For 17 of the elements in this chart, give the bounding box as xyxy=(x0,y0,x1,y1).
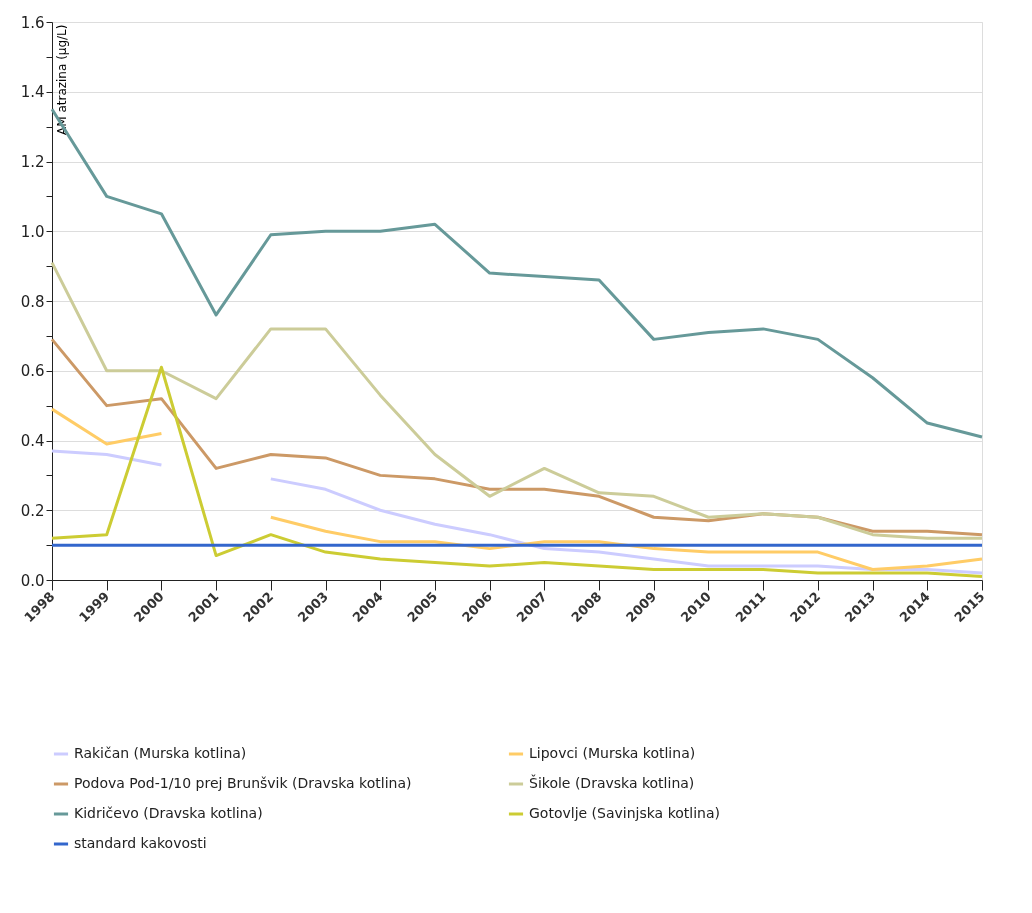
legend-label: Šikole (Dravska kotlina) xyxy=(529,774,695,791)
legend-label: Rakičan (Murska kotlina) xyxy=(74,745,247,761)
line-series xyxy=(50,261,984,540)
legend-label: Podova Pod-1/10 prej Brunšvik (Dravska kotlina) xyxy=(74,775,412,791)
y-tick-label: 1.6 xyxy=(20,13,45,32)
y-tick-label: 1.2 xyxy=(20,153,45,171)
y-tick-label: 1.4 xyxy=(20,83,45,102)
legend-label: standard kakovosti xyxy=(74,835,207,851)
y-tick-label: 0.4 xyxy=(20,432,45,450)
y-tick-label: 1.0 xyxy=(20,222,45,241)
legend-label: Gotovlje (Savinjska kotlina) xyxy=(529,805,721,821)
y-tick-label: 0.2 xyxy=(20,501,45,520)
y-tick-label: 0.8 xyxy=(20,292,45,311)
legend-label: Lipovci (Murska kotlina) xyxy=(529,745,696,761)
y-tick-label: 0.0 xyxy=(20,571,45,590)
y-tick-label: 0.6 xyxy=(20,362,45,381)
legend-label: Kidričevo (Dravska kotlina) xyxy=(74,805,263,821)
